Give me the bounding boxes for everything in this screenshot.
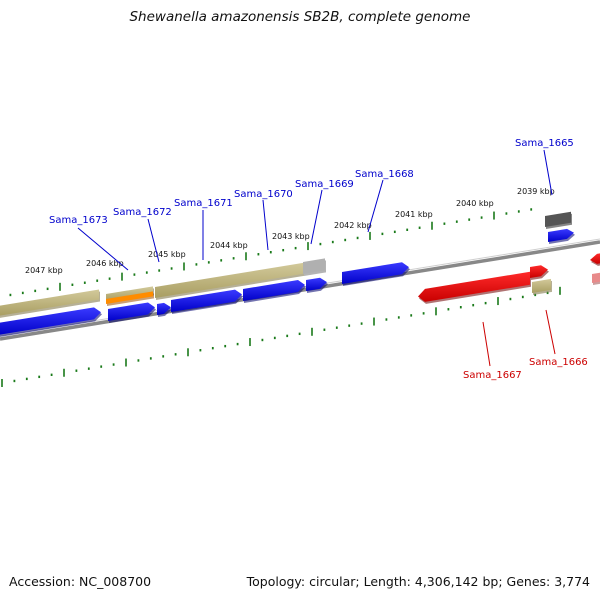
forward-cds bbox=[0, 307, 101, 335]
kbp-label: 2042 kbp bbox=[334, 221, 372, 230]
leader-line bbox=[543, 149, 553, 196]
kbp-label: 2043 kbp bbox=[272, 232, 310, 241]
leader-line bbox=[77, 227, 129, 271]
leader-line bbox=[147, 218, 160, 263]
kbp-label: 2041 kbp bbox=[395, 210, 433, 219]
tick-rows bbox=[1, 208, 561, 387]
gene-label-sama-1666: Sama_1666 bbox=[529, 357, 588, 368]
kbp-label: 2046 kbp bbox=[86, 259, 124, 268]
pseudo-gene-band bbox=[303, 258, 325, 274]
kbp-label: 2039 kbp bbox=[517, 187, 555, 196]
forward-cds bbox=[306, 277, 327, 291]
gene-features bbox=[0, 211, 600, 337]
forward-cds bbox=[108, 302, 155, 321]
genome-stats-text: Topology: circular; Length: 4,306,142 bp… bbox=[246, 574, 590, 589]
kbp-label: 2045 kbp bbox=[148, 250, 186, 259]
gene-band bbox=[155, 262, 303, 298]
gene-band bbox=[532, 278, 551, 293]
map-title: Shewanella amazonensis SB2B, complete ge… bbox=[129, 9, 471, 25]
accession-text: Accession: NC_008700 bbox=[9, 574, 152, 589]
reverse-cds bbox=[418, 271, 530, 302]
scale-labels: 2047 kbp 2046 kbp 2045 kbp 2044 kbp 2043… bbox=[25, 187, 555, 275]
forward-cds bbox=[157, 302, 171, 315]
gene-label-sama-1670: Sama_1670 bbox=[234, 189, 293, 200]
gene-labels: Sama_1673 Sama_1672 Sama_1671 Sama_1670 … bbox=[49, 138, 588, 381]
forward-cds bbox=[243, 280, 305, 301]
kbp-label: 2040 kbp bbox=[456, 199, 494, 208]
gene-label-sama-1673: Sama_1673 bbox=[49, 215, 108, 226]
kbp-label: 2044 kbp bbox=[210, 241, 248, 250]
gene-label-sama-1671: Sama_1671 bbox=[174, 198, 233, 209]
forward-cds bbox=[342, 262, 409, 284]
forward-cds bbox=[171, 289, 242, 312]
reverse-cds bbox=[590, 253, 600, 264]
gene-label-sama-1669: Sama_1669 bbox=[295, 179, 354, 190]
gene-label-sama-1665: Sama_1665 bbox=[515, 138, 574, 149]
rna-feature bbox=[106, 291, 153, 304]
gene-label-sama-1667: Sama_1667 bbox=[463, 370, 522, 381]
reverse-cds bbox=[530, 265, 548, 278]
leader-line bbox=[310, 189, 323, 245]
gene-band bbox=[0, 289, 99, 316]
leader-line bbox=[545, 309, 556, 355]
kbp-label: 2047 kbp bbox=[25, 266, 63, 275]
leader-line bbox=[262, 199, 269, 251]
leader-line bbox=[482, 321, 491, 367]
gene-feature-dark bbox=[545, 211, 571, 227]
leader-line bbox=[367, 179, 384, 233]
gene-label-sama-1668: Sama_1668 bbox=[355, 169, 414, 180]
forward-cds bbox=[548, 228, 574, 242]
gene-label-sama-1672: Sama_1672 bbox=[113, 207, 172, 218]
reverse-feature-light bbox=[592, 272, 600, 283]
label-leaders bbox=[77, 149, 556, 367]
